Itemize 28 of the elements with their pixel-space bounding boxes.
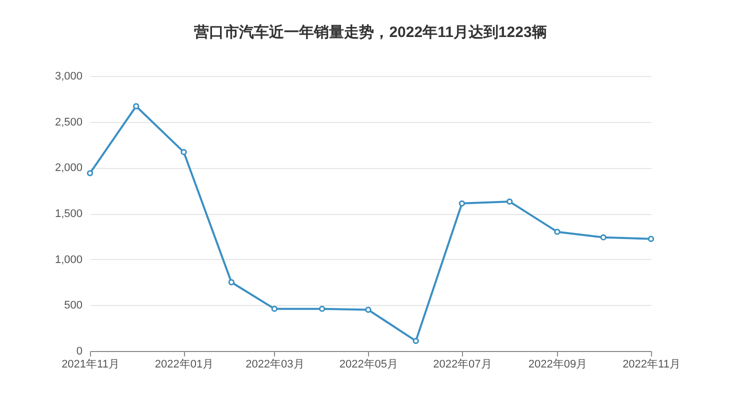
point [133, 103, 140, 110]
x-tick-label: 2022年01月 [154, 358, 214, 370]
point [506, 198, 513, 205]
point [554, 228, 560, 235]
point [600, 234, 606, 240]
point [648, 236, 654, 242]
x-tick-label: 2022年09月 [528, 358, 588, 370]
x-tick-label: 2022年11月 [622, 358, 680, 370]
point [365, 306, 372, 313]
point [180, 148, 187, 156]
y-tick-label: 0 [76, 346, 82, 358]
y-tick-label: 1,000 [54, 254, 82, 266]
point [271, 306, 278, 312]
y-tick-label: 2,500 [54, 116, 82, 128]
x-tick-label: 2022年05月 [339, 358, 398, 370]
x-tick-label: 2021年11月 [62, 358, 120, 370]
y-tick-label: 500 [64, 300, 82, 312]
point [318, 306, 326, 312]
point [412, 338, 419, 344]
point [86, 170, 94, 176]
x-tick-label: 2022年03月 [246, 358, 304, 370]
x-tick-label: 2022年07月 [433, 358, 492, 370]
point [458, 200, 466, 207]
y-tick-label: 3,000 [54, 70, 82, 82]
y-tick-label: 2,000 [54, 162, 82, 174]
chart-title: 营口市汽车近一年销量走势，2022年11月达到1223辆 [193, 23, 547, 41]
y-tick-label: 1,500 [54, 208, 82, 220]
point [228, 279, 234, 286]
